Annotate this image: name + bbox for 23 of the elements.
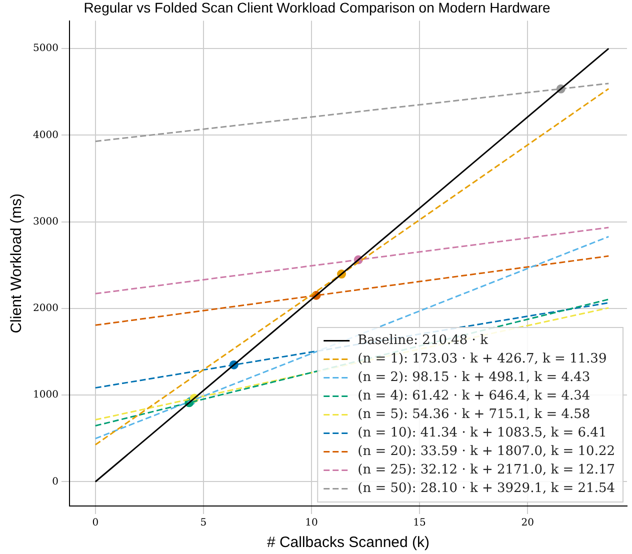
legend-label: (n = 5): 54.36 · k + 715.1, k = 4.58 (358, 407, 590, 422)
x-tick-label: 20 (521, 518, 534, 529)
y-tick-label: 5000 (32, 43, 58, 54)
x-axis-title: # Callbacks Scanned (k) (266, 534, 430, 552)
y-tick-label: 3000 (32, 216, 58, 228)
legend-label: (n = 2): 98.15 · k + 498.1, k = 4.43 (358, 370, 590, 386)
y-axis-title: Client Workload (ms) (8, 194, 26, 334)
x-tick-label: 15 (413, 518, 426, 529)
x-tick-label: 10 (305, 518, 318, 529)
x-tick-label: 0 (92, 518, 99, 529)
y-tick-label: 1000 (32, 390, 58, 401)
legend-label: (n = 50): 28.10 · k + 3929.1, k = 21.54 (358, 481, 616, 496)
legend-label: (n = 4): 61.42 · k + 646.4, k = 4.34 (358, 388, 590, 404)
legend-label: (n = 10): 41.34 · k + 1083.5, k = 6.41 (358, 426, 607, 441)
legend-label: (n = 20): 33.59 · k + 1807.0, k = 10.22 (358, 444, 616, 460)
legend-label: Baseline: 210.48 · k (358, 333, 488, 348)
chart-title: Regular vs Folded Scan Client Workload Comparison on Modern Hardware (84, 0, 551, 16)
y-tick-label: 0 (52, 476, 58, 488)
y-tick-label: 2000 (32, 303, 58, 314)
x-tick-label: 5 (200, 518, 207, 529)
legend-label: (n = 25): 32.12 · k + 2171.0, k = 12.17 (358, 462, 616, 478)
legend-label: (n = 1): 173.03 · k + 426.7, k = 11.39 (358, 352, 607, 367)
y-tick-label: 4000 (32, 130, 58, 141)
